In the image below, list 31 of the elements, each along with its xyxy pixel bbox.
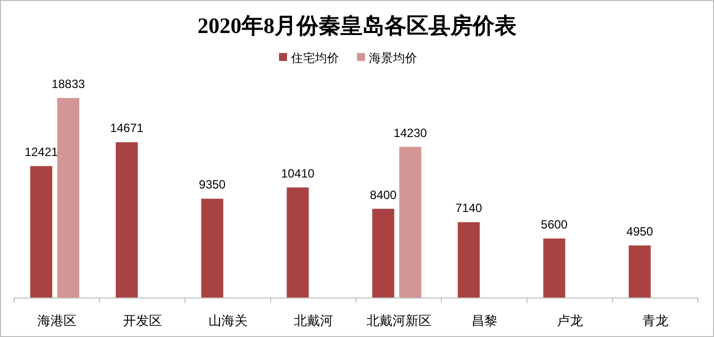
- legend-label: 住宅均价: [290, 51, 339, 65]
- chart-title: 2020年8月份秦皇岛各区县房价表: [198, 13, 516, 38]
- x-tick-label: 山海关: [208, 313, 248, 328]
- bar: [543, 238, 566, 298]
- data-label: 12421: [24, 145, 58, 160]
- bar: [372, 208, 394, 298]
- data-label: 14230: [394, 126, 428, 140]
- data-label: 18833: [52, 77, 86, 91]
- data-label: 4950: [626, 224, 654, 238]
- bar: [286, 187, 309, 298]
- x-tick-label: 北戴河新区: [366, 313, 432, 328]
- bar: [458, 222, 480, 298]
- data-label: 5600: [540, 218, 568, 232]
- bar: [628, 245, 651, 298]
- data-label: 7140: [455, 201, 482, 216]
- x-tick-label: 青龙: [642, 313, 668, 328]
- bar: [30, 166, 52, 298]
- legend-label: 海景均价: [369, 51, 417, 65]
- data-label: 8400: [370, 188, 397, 202]
- x-tick-label: 昌黎: [471, 313, 498, 328]
- data-label: 14671: [110, 121, 144, 136]
- bar: [116, 142, 138, 298]
- bar: [201, 198, 224, 298]
- data-label: 10410: [281, 166, 315, 180]
- x-tick-label: 卢龙: [556, 313, 583, 328]
- x-tick-label: 海港区: [37, 313, 76, 328]
- data-label: 9350: [198, 178, 226, 192]
- bar: [399, 146, 422, 298]
- bar: [57, 98, 80, 298]
- x-tick-label: 开发区: [122, 313, 162, 328]
- x-tick-label: 北戴河: [294, 313, 333, 328]
